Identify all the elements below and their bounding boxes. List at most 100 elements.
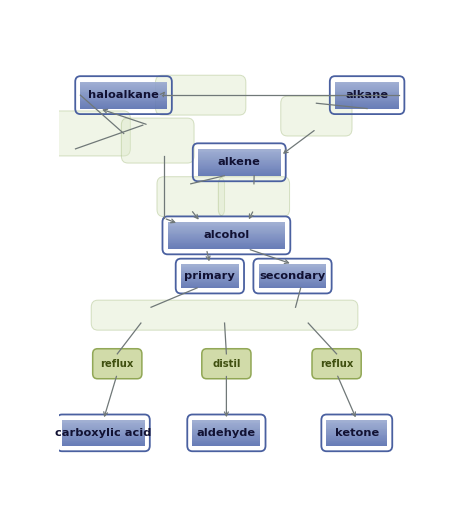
Bar: [181, 285, 239, 286]
Bar: [327, 435, 387, 436]
Bar: [258, 273, 327, 274]
FancyBboxPatch shape: [157, 176, 225, 216]
Bar: [258, 286, 327, 287]
Bar: [62, 440, 145, 441]
Bar: [192, 425, 260, 426]
Bar: [258, 266, 327, 267]
Bar: [168, 236, 285, 237]
Bar: [168, 235, 285, 236]
Bar: [181, 283, 239, 284]
Bar: [168, 233, 285, 234]
Bar: [327, 444, 387, 445]
Bar: [327, 441, 387, 442]
Bar: [327, 428, 387, 429]
Bar: [258, 279, 327, 280]
Bar: [198, 155, 281, 156]
Bar: [181, 273, 239, 274]
Bar: [181, 270, 239, 271]
Bar: [62, 436, 145, 437]
Bar: [62, 427, 145, 428]
Bar: [168, 245, 285, 246]
Bar: [168, 228, 285, 229]
Text: reflux: reflux: [100, 359, 134, 369]
Bar: [181, 277, 239, 278]
Bar: [168, 247, 285, 248]
Bar: [192, 437, 260, 438]
Bar: [198, 167, 281, 168]
Bar: [327, 422, 387, 423]
Bar: [335, 95, 399, 96]
Bar: [81, 91, 167, 92]
Bar: [335, 97, 399, 98]
Bar: [198, 171, 281, 172]
Bar: [335, 107, 399, 108]
FancyBboxPatch shape: [91, 300, 358, 330]
Bar: [258, 268, 327, 269]
Bar: [81, 94, 167, 95]
Bar: [198, 158, 281, 159]
Bar: [181, 278, 239, 279]
Bar: [198, 151, 281, 152]
Text: secondary: secondary: [259, 271, 326, 281]
Text: alkane: alkane: [346, 90, 389, 100]
Bar: [81, 87, 167, 88]
FancyBboxPatch shape: [219, 176, 290, 216]
Bar: [168, 232, 285, 233]
Bar: [335, 85, 399, 86]
Bar: [81, 96, 167, 97]
Bar: [62, 439, 145, 440]
Bar: [258, 277, 327, 278]
Bar: [258, 274, 327, 275]
Bar: [181, 265, 239, 266]
Bar: [335, 82, 399, 83]
Bar: [168, 226, 285, 227]
Bar: [198, 174, 281, 175]
Bar: [168, 239, 285, 240]
Bar: [81, 84, 167, 85]
Bar: [168, 243, 285, 244]
Bar: [168, 242, 285, 243]
Bar: [81, 102, 167, 103]
Bar: [327, 443, 387, 444]
Bar: [258, 267, 327, 268]
FancyBboxPatch shape: [53, 111, 130, 156]
Bar: [198, 150, 281, 151]
FancyBboxPatch shape: [312, 349, 361, 379]
Bar: [335, 106, 399, 107]
Bar: [192, 436, 260, 437]
Bar: [62, 442, 145, 443]
Bar: [335, 92, 399, 93]
Bar: [81, 89, 167, 90]
Bar: [258, 276, 327, 277]
Bar: [258, 275, 327, 276]
Bar: [62, 424, 145, 425]
Bar: [181, 275, 239, 276]
Bar: [327, 445, 387, 446]
Bar: [327, 438, 387, 439]
Bar: [192, 443, 260, 444]
Bar: [181, 274, 239, 275]
Bar: [62, 430, 145, 431]
Bar: [192, 424, 260, 425]
Bar: [327, 420, 387, 421]
Bar: [258, 269, 327, 270]
Bar: [327, 421, 387, 422]
FancyBboxPatch shape: [281, 96, 352, 136]
FancyBboxPatch shape: [93, 349, 142, 379]
Bar: [335, 93, 399, 94]
Bar: [327, 431, 387, 432]
Bar: [327, 442, 387, 443]
Bar: [335, 83, 399, 84]
Bar: [181, 271, 239, 272]
Bar: [327, 425, 387, 426]
Bar: [62, 431, 145, 432]
Bar: [327, 426, 387, 427]
Bar: [192, 427, 260, 428]
Bar: [258, 282, 327, 283]
Bar: [198, 163, 281, 164]
Bar: [62, 445, 145, 446]
Bar: [168, 238, 285, 239]
Bar: [181, 276, 239, 277]
Bar: [335, 98, 399, 100]
Bar: [62, 438, 145, 439]
